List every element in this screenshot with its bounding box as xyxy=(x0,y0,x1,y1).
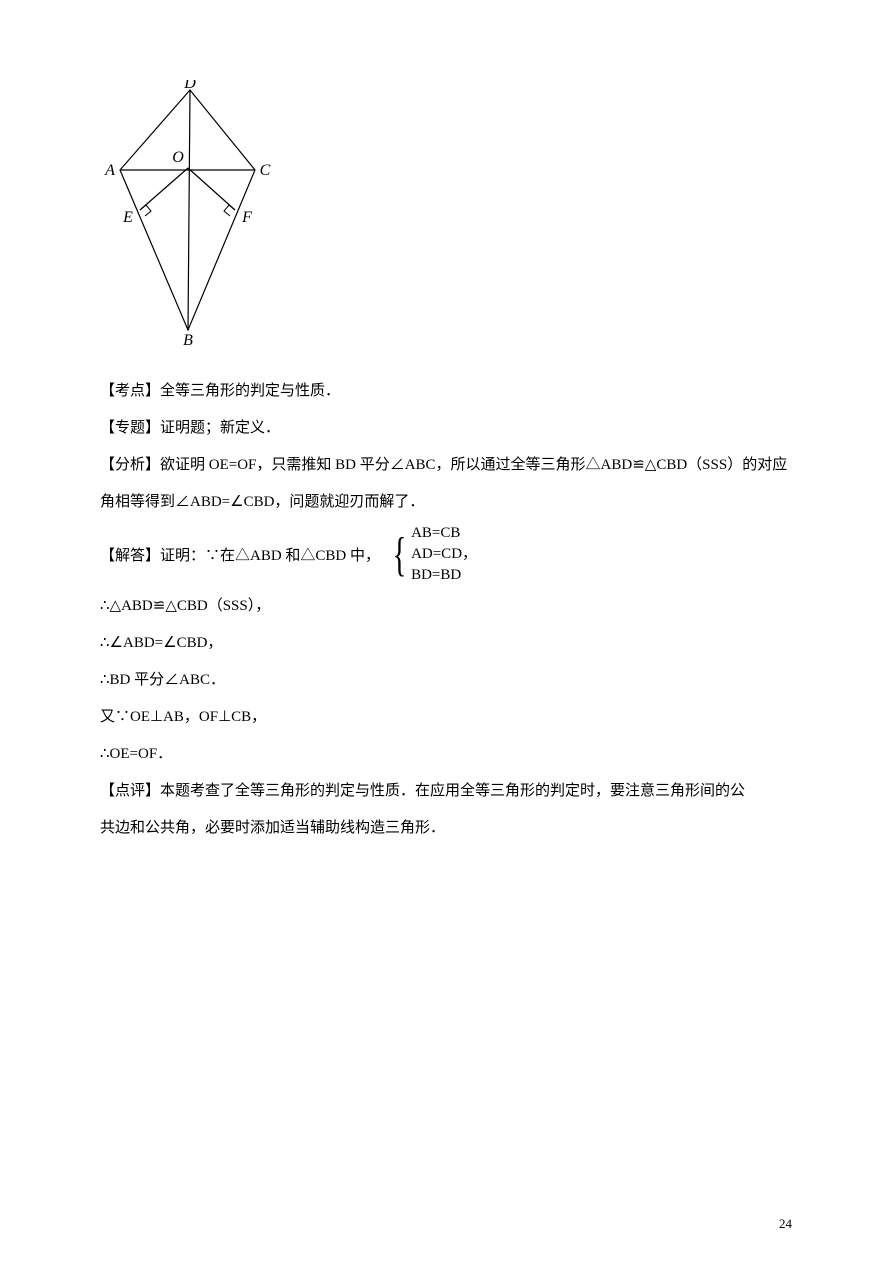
brace-items: AB=CB AD=CD， BD=BD xyxy=(411,523,477,586)
brace-item-1: AB=CB xyxy=(411,523,477,544)
brace-left: { xyxy=(393,531,407,579)
dianping-line-2: 共边和公共角，必要时添加适当辅助线构造三角形． xyxy=(100,812,792,845)
zhuanti-line: 【专题】证明题；新定义． xyxy=(100,412,792,445)
diagram-svg: D A O C E F B xyxy=(100,80,280,350)
step-1: ∴△ABD≌△CBD（SSS）， xyxy=(100,590,792,623)
kite-diagram: D A O C E F B xyxy=(100,80,792,355)
label-C: C xyxy=(260,162,271,179)
fenxi-line-2: 角相等得到∠ABD=∠CBD，问题就迎刃而解了． xyxy=(100,486,792,519)
label-D: D xyxy=(183,80,196,92)
dianping-line-1: 【点评】本题考查了全等三角形的判定与性质．在应用全等三角形的判定时，要注意三角形… xyxy=(100,775,792,808)
brace-item-3: BD=BD xyxy=(411,565,477,586)
page-number: 24 xyxy=(779,1216,792,1232)
label-O: O xyxy=(172,149,184,166)
step-5: ∴OE=OF． xyxy=(100,738,792,771)
jieda-prefix: 【解答】证明：∵在△ABD 和△CBD 中， xyxy=(100,544,380,565)
step-3: ∴BD 平分∠ABC． xyxy=(100,664,792,697)
jieda-line: 【解答】证明：∵在△ABD 和△CBD 中， { AB=CB AD=CD， BD… xyxy=(100,523,792,586)
label-A: A xyxy=(104,162,115,179)
kaodian-line: 【考点】全等三角形的判定与性质． xyxy=(100,375,792,408)
brace-block: { AB=CB AD=CD， BD=BD xyxy=(388,523,477,586)
brace-item-2: AD=CD， xyxy=(411,544,477,565)
step-2: ∴∠ABD=∠CBD， xyxy=(100,627,792,660)
fenxi-line-1: 【分析】欲证明 OE=OF，只需推知 BD 平分∠ABC，所以通过全等三角形△A… xyxy=(100,449,792,482)
label-B: B xyxy=(183,332,193,349)
step-4: 又∵OE⊥AB，OF⊥CB， xyxy=(100,701,792,734)
label-E: E xyxy=(122,209,133,226)
label-F: F xyxy=(241,209,252,226)
